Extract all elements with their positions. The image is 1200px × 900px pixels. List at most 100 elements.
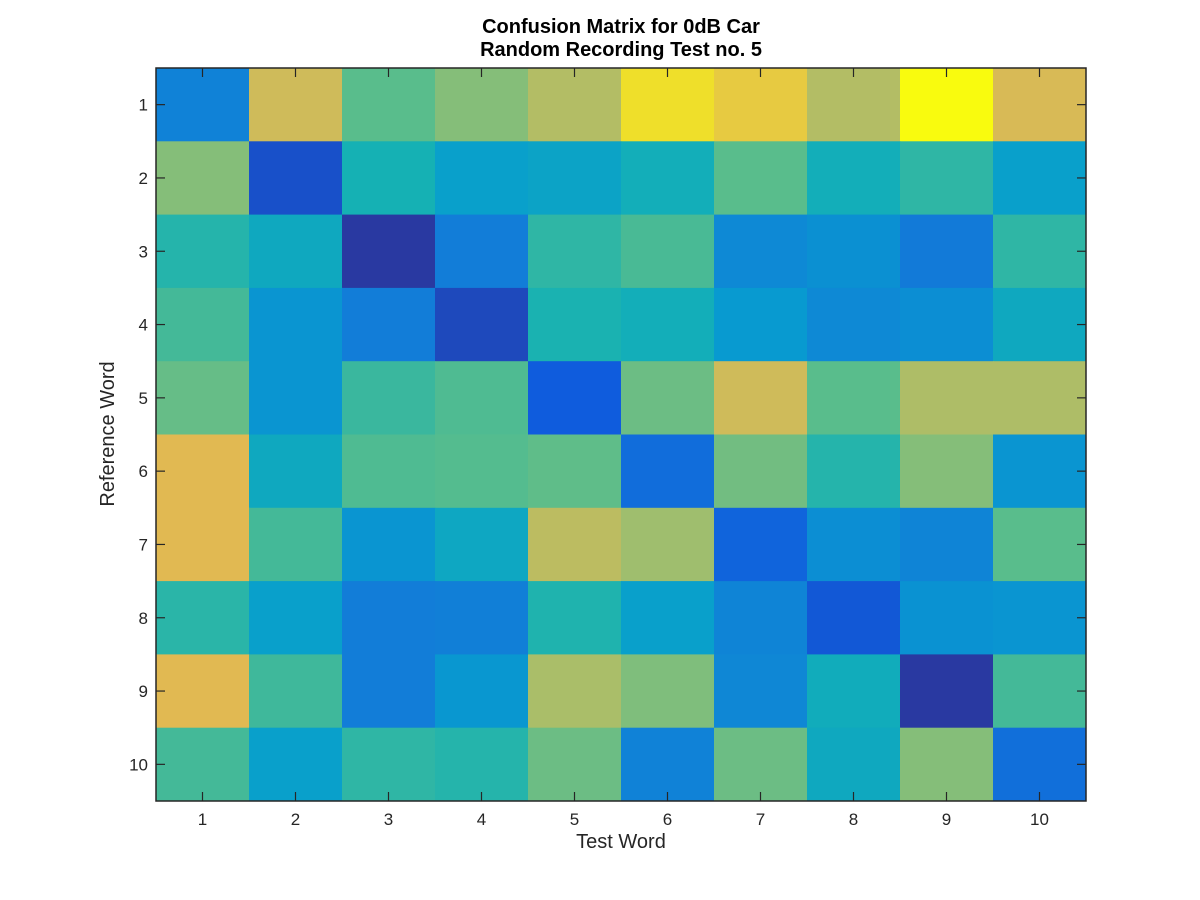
heatmap-cell-r5-c4	[435, 361, 529, 435]
y-tick-label-3: 3	[139, 242, 148, 261]
x-tick-label-10: 10	[1030, 810, 1049, 829]
heatmap-cell-r2-c3	[342, 141, 436, 216]
heatmap-cell-r1-c10	[993, 68, 1087, 142]
heatmap-cell-r1-c1	[156, 68, 250, 142]
heatmap-cell-r9-c5	[528, 654, 622, 729]
heatmap-cell-r10-c6	[621, 727, 715, 802]
heatmap-cell-r5-c10	[993, 361, 1087, 435]
heatmap-cell-r2-c6	[621, 141, 715, 216]
x-tick-label-2: 2	[291, 810, 300, 829]
heatmap-cell-r3-c2	[249, 214, 343, 289]
heatmap-cell-r10-c4	[435, 727, 529, 802]
y-tick-label-8: 8	[139, 609, 148, 628]
heatmap-cell-r4-c1	[156, 287, 250, 362]
heatmap-cell-r9-c2	[249, 654, 343, 729]
plot-frame	[155, 67, 1087, 802]
heatmap-cell-r9-c9	[900, 654, 994, 729]
heatmap-cell-r3-c6	[621, 214, 715, 289]
heatmap-cell-r7-c6	[621, 507, 715, 582]
heatmap-cell-r10-c7	[714, 727, 808, 802]
heatmap-cell-r8-c5	[528, 581, 622, 655]
heatmap-cell-r4-c3	[342, 287, 436, 362]
heatmap-cell-r5-c3	[342, 361, 436, 435]
heatmap-cell-r5-c9	[900, 361, 994, 435]
heatmap-cell-r5-c7	[714, 361, 808, 435]
heatmap-cell-r2-c4	[435, 141, 529, 216]
heatmap-cell-r10-c10	[993, 727, 1087, 802]
heatmap-cell-r7-c1	[156, 507, 250, 582]
y-tick-label-2: 2	[139, 169, 148, 188]
heatmap-cell-r10-c8	[807, 727, 901, 802]
heatmap-cell-r1-c4	[435, 68, 529, 142]
heatmap-cell-r1-c5	[528, 68, 622, 142]
heatmap-cell-r8-c2	[249, 581, 343, 655]
heatmap-cell-r9-c7	[714, 654, 808, 729]
heatmap-cell-r9-c10	[993, 654, 1087, 729]
heatmap-cell-r7-c8	[807, 507, 901, 582]
heatmap-cell-r8-c6	[621, 581, 715, 655]
x-tick-label-9: 9	[942, 810, 951, 829]
heatmap-cell-r8-c1	[156, 581, 250, 655]
heatmap-cell-r1-c6	[621, 68, 715, 142]
heatmap-cell-r3-c9	[900, 214, 994, 289]
heatmap-cell-r9-c3	[342, 654, 436, 729]
chart-title-line-1: Confusion Matrix for 0dB Car	[482, 16, 760, 38]
heatmap-cell-r4-c9	[900, 287, 994, 362]
heatmap-cell-r5-c2	[249, 361, 343, 435]
chart-title-line-2: Random Recording Test no. 5	[480, 39, 762, 61]
heatmap-cell-r2-c9	[900, 141, 994, 216]
y-tick-label-9: 9	[139, 682, 148, 701]
heatmap-cell-r3-c5	[528, 214, 622, 289]
y-tick-labels: 1 2 3 4 5 6 7 8 9 10	[129, 96, 148, 775]
heatmap-cell-r4-c10	[993, 287, 1087, 362]
heatmap-cell-r6-c3	[342, 434, 436, 509]
heatmap-cell-r6-c2	[249, 434, 343, 509]
heatmap-cell-r7-c4	[435, 507, 529, 582]
heatmap-cells	[156, 68, 1087, 802]
x-tick-labels: 1 2 3 4 5 6 7 8 9 10	[198, 810, 1049, 829]
heatmap-cell-r2-c8	[807, 141, 901, 216]
heatmap-cell-r7-c3	[342, 507, 436, 582]
heatmap-cell-r4-c7	[714, 287, 808, 362]
heatmap-cell-r3-c10	[993, 214, 1087, 289]
heatmap-cell-r8-c4	[435, 581, 529, 655]
heatmap-cell-r1-c8	[807, 68, 901, 142]
heatmap-cell-r6-c1	[156, 434, 250, 509]
x-axis-label: Test Word	[576, 831, 666, 853]
heatmap-cell-r5-c6	[621, 361, 715, 435]
heatmap-cell-r6-c6	[621, 434, 715, 509]
x-tick-label-8: 8	[849, 810, 858, 829]
heatmap-cell-r7-c9	[900, 507, 994, 582]
heatmap-cell-r9-c6	[621, 654, 715, 729]
heatmap-cell-r8-c9	[900, 581, 994, 655]
heatmap-cell-r5-c8	[807, 361, 901, 435]
heatmap-cell-r8-c3	[342, 581, 436, 655]
y-tick-label-1: 1	[139, 96, 148, 115]
heatmap-cell-r3-c3	[342, 214, 436, 289]
y-axis-label: Reference Word	[97, 361, 119, 506]
heatmap-cell-r9-c4	[435, 654, 529, 729]
y-tick-label-10: 10	[129, 755, 148, 774]
heatmap-cell-r8-c7	[714, 581, 808, 655]
y-tick-label-4: 4	[139, 316, 148, 335]
axis-ticks	[156, 68, 1086, 801]
heatmap-cell-r7-c10	[993, 507, 1087, 582]
heatmap-cell-r5-c5	[528, 361, 622, 435]
heatmap-cell-r10-c1	[156, 727, 250, 802]
heatmap-cell-r6-c9	[900, 434, 994, 509]
heatmap-cell-r8-c10	[993, 581, 1087, 655]
heatmap-cell-r4-c6	[621, 287, 715, 362]
heatmap-cell-r2-c5	[528, 141, 622, 216]
x-tick-label-3: 3	[384, 810, 393, 829]
x-tick-label-7: 7	[756, 810, 765, 829]
heatmap-cell-r1-c7	[714, 68, 808, 142]
heatmap-cell-r10-c5	[528, 727, 622, 802]
heatmap-cell-r7-c2	[249, 507, 343, 582]
heatmap-cell-r3-c7	[714, 214, 808, 289]
heatmap-cell-r2-c10	[993, 141, 1087, 216]
heatmap-cell-r9-c1	[156, 654, 250, 729]
heatmap-cell-r5-c1	[156, 361, 250, 435]
x-tick-label-1: 1	[198, 810, 207, 829]
heatmap-cell-r2-c2	[249, 141, 343, 216]
heatmap-cell-r2-c7	[714, 141, 808, 216]
